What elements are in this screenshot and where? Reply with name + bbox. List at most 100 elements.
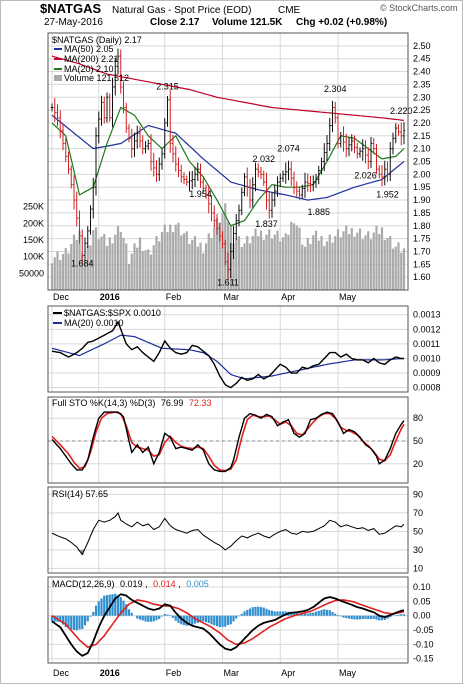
ohlc-bar: [130, 128, 133, 159]
ohlc-bar: [254, 162, 257, 192]
macd-histogram-bar: [312, 612, 315, 616]
macd-histogram-bar: [149, 615, 153, 622]
x-tick-label: Dec: [53, 292, 70, 302]
ohlc-bar: [144, 141, 147, 154]
volume-bar: [199, 242, 202, 290]
rsi-gridlines: [48, 487, 408, 573]
y-tick-label: 90: [413, 489, 423, 499]
y-tick-label: 2.00: [413, 169, 431, 179]
ohlc-bar: [125, 102, 128, 133]
volume-bar: [130, 253, 133, 290]
macd-histogram-bar: [114, 593, 117, 616]
volume-bar: [174, 224, 177, 290]
y-tick-label: 1.95: [413, 182, 431, 192]
ma200-line: [51, 55, 405, 121]
ohlc-bar: [320, 157, 323, 175]
macd-histogram-bar: [152, 615, 155, 622]
macd-histogram-bar: [301, 613, 304, 616]
ohlc-bar: [292, 171, 296, 194]
ohlc-bar: [281, 170, 285, 183]
macd-histogram-bar: [375, 615, 378, 620]
volume-bar: [265, 234, 268, 290]
ohlc-bar: [259, 166, 263, 180]
volume-bar: [372, 232, 375, 290]
macd-histogram-bar: [127, 609, 131, 616]
y-tick-label: 1.85: [413, 208, 431, 218]
legend-price: $NATGAS (Daily) 2.17: [52, 35, 142, 45]
macd-histogram-bar: [215, 615, 219, 627]
macd-histogram-bar: [144, 615, 147, 622]
ma20-line: [51, 106, 405, 227]
symbol-title: $NATGAS: [40, 1, 101, 16]
macd-histogram-bar: [345, 615, 348, 619]
volume-bar: [268, 229, 271, 290]
ohlc-bar: [400, 122, 403, 146]
macd-histogram-bar: [358, 615, 362, 620]
volume-bar: [259, 230, 263, 290]
price-annotation: 2.026: [354, 171, 377, 181]
volume-bar: [254, 228, 257, 290]
ohlc-bar: [67, 151, 70, 174]
ohlc-bar: [284, 162, 287, 184]
volume-bar: [232, 243, 235, 290]
x-tick-label: May: [339, 292, 357, 302]
macd-histogram-bar: [320, 610, 323, 616]
volume-bar: [279, 241, 282, 290]
volume-bar: [152, 245, 155, 290]
price-panel-frame: [47, 32, 409, 291]
volume-bar: [331, 242, 334, 290]
volume-bar: [105, 246, 109, 290]
volume-bar: [317, 240, 320, 290]
legend-rsi: RSI(14) 57.65: [52, 489, 108, 499]
ohlc-bar: [383, 160, 386, 186]
volume-bar: [210, 238, 213, 290]
ohlc-bar: [119, 49, 122, 94]
macd-histogram-bar: [229, 615, 232, 625]
macd-histogram-bar: [339, 615, 342, 617]
price-annotation: 1.611: [217, 277, 239, 287]
macd-histogram-bar: [147, 615, 150, 622]
volume-bar: [215, 218, 219, 290]
y-tick-label: 10: [413, 563, 423, 573]
volume-bar: [103, 234, 106, 290]
volume-bar: [314, 230, 318, 290]
y-tick-label: 2.30: [413, 92, 431, 102]
ohlc-bar: [301, 184, 304, 199]
ohlc-bar: [350, 134, 353, 152]
ohlc-bar: [136, 125, 139, 149]
volume-bar: [235, 239, 238, 290]
macd-histogram-bar: [276, 611, 279, 616]
ohlc-bar: [331, 100, 334, 133]
ohlc-bar: [229, 242, 232, 278]
y-tick-label: 80: [413, 413, 423, 423]
macd-histogram-bar: [160, 615, 164, 617]
volume-bar: [59, 260, 62, 290]
volume-bar: [149, 254, 153, 290]
ohlc-bar: [61, 124, 65, 151]
macd-histogram-bar: [130, 612, 133, 616]
legend-macd-label: MACD(12,26,9): [52, 579, 115, 589]
macd-histogram-bar: [155, 615, 158, 621]
legend-macd-value: 0.019: [120, 579, 143, 589]
ohlc-bar: [303, 172, 307, 198]
date-label: 27-May-2016: [44, 17, 103, 28]
macd-histogram-bar: [226, 615, 230, 626]
price-annotation: 2.220: [390, 106, 413, 116]
macd-histogram-bar: [218, 615, 221, 628]
ohlc-bar: [380, 164, 384, 187]
ratio-gridlines: [48, 306, 408, 392]
x-tick-label: Mar: [224, 292, 240, 302]
y-tick-label: 0.0013: [413, 310, 441, 320]
rsi-line: [51, 511, 405, 556]
ohlc-bar: [246, 167, 249, 197]
macd-histogram-bar: [207, 615, 210, 623]
volume-bar: [243, 243, 246, 290]
volume-axis-ticks: 250K 200K 150K 100K 50000: [19, 202, 44, 279]
volume-bar: [345, 225, 348, 290]
volume-bar: [339, 237, 342, 290]
legend-sto-k: 76.99: [161, 398, 184, 408]
macd-histogram-bar: [235, 615, 238, 619]
volume-bar: [50, 263, 54, 290]
price-legend: $NATGAS (Daily) 2.17 MA(50) 2.05 MA(200)…: [52, 35, 142, 83]
volume-bar: [358, 228, 362, 290]
